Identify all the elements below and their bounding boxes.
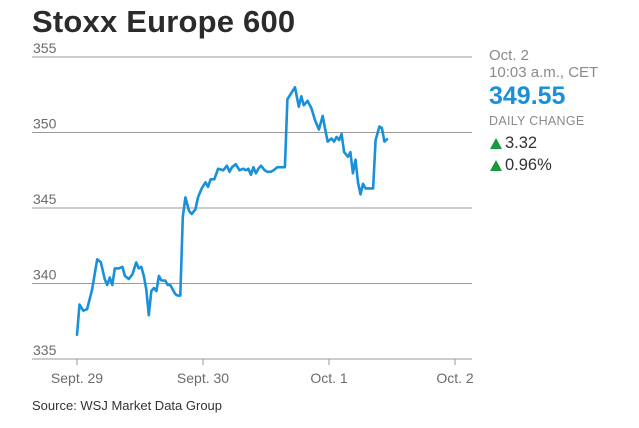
- source-note: Source: WSJ Market Data Group: [32, 398, 223, 413]
- x-tick-label-0: Sept. 29: [51, 370, 103, 386]
- series-line-0: [75, 85, 389, 337]
- x-tick-label-1: Sept. 30: [177, 370, 229, 386]
- y-tick-label-345: 345: [33, 191, 57, 207]
- change-points: 3.32: [505, 134, 538, 152]
- change-points-row: 3.32: [489, 132, 637, 154]
- y-tick-label-340: 340: [33, 267, 57, 283]
- y-tick-label-335: 335: [33, 342, 57, 358]
- quote-date: Oct. 2: [489, 47, 530, 64]
- y-tick-label-350: 350: [33, 116, 57, 132]
- series-layer: [75, 85, 389, 337]
- daily-change-label: DAILY CHANGE: [489, 114, 585, 128]
- y-tick-label-355: 355: [33, 40, 57, 56]
- x-tick-label-3: Oct. 2: [436, 370, 474, 386]
- up-triangle-icon: [490, 137, 502, 149]
- quote-panel: Oct. 2 10:03 a.m., CET 349.55 DAILY CHAN…: [489, 47, 637, 176]
- x-axis: Sept. 29 Sept. 30 Oct. 1 Oct. 2: [32, 358, 474, 386]
- chart-title: Stoxx Europe 600: [32, 4, 296, 39]
- change-percent: 0.96%: [505, 156, 552, 174]
- change-percent-row: 0.96%: [489, 154, 637, 176]
- y-axis-tick-labels: 335 340 345 350 355: [33, 40, 57, 358]
- up-triangle-icon: [490, 159, 502, 171]
- quote-price: 349.55: [489, 82, 566, 110]
- quote-time: 10:03 a.m., CET: [489, 64, 599, 81]
- x-tick-label-2: Oct. 1: [310, 370, 348, 386]
